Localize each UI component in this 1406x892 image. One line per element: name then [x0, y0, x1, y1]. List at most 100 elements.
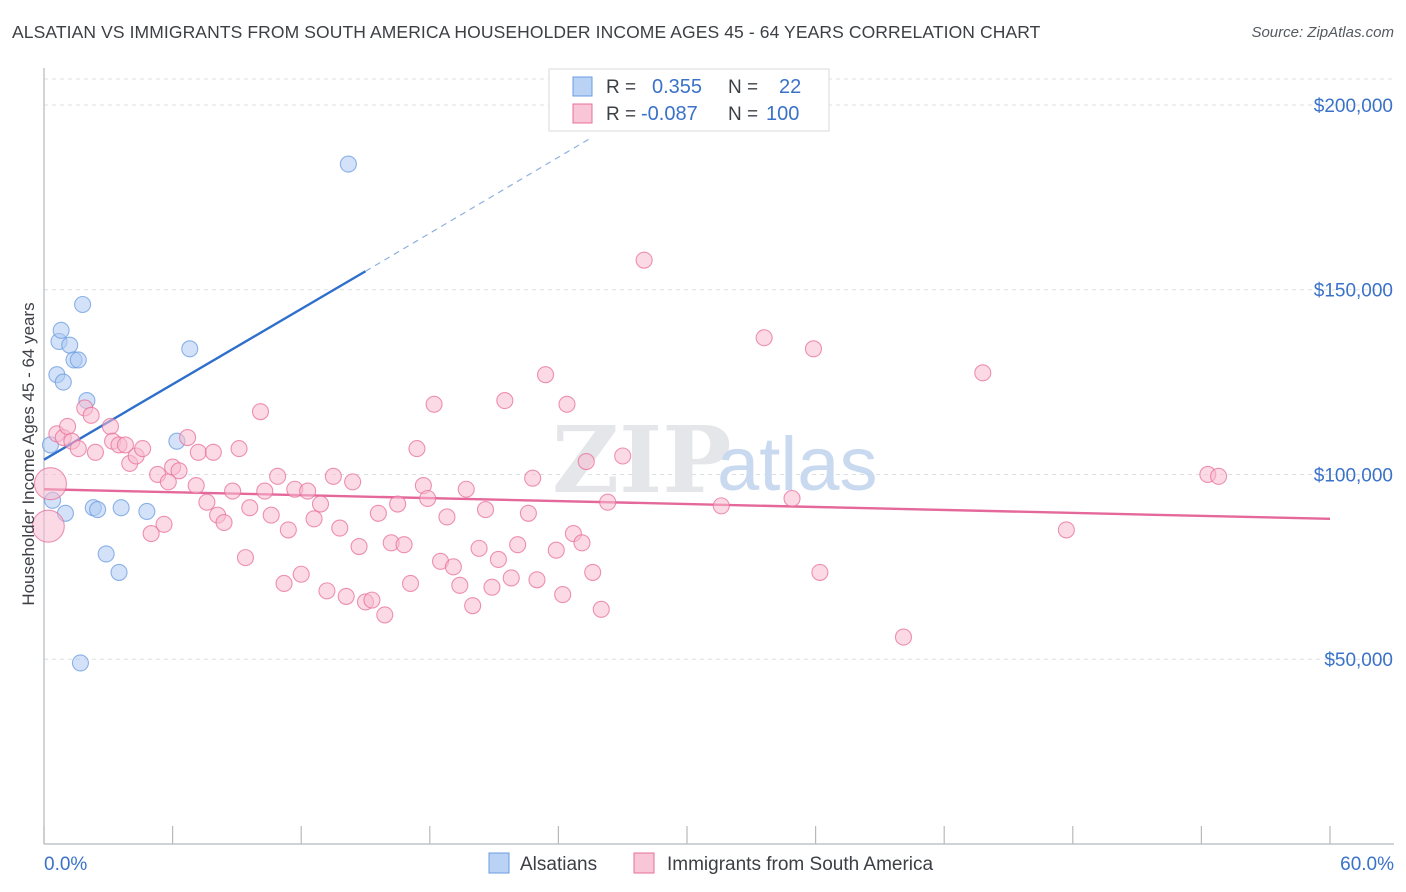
immigrants-point	[134, 440, 152, 458]
immigrants-point	[592, 600, 610, 618]
y-tick-label: $50,000	[1324, 650, 1393, 671]
immigrants-point	[451, 576, 469, 594]
immigrants-point	[376, 606, 394, 624]
immigrants-point	[1209, 467, 1228, 485]
immigrants-point	[324, 467, 342, 485]
immigrants-point	[804, 340, 823, 358]
immigrants-point	[241, 499, 259, 517]
series-legend-swatch-immigrants	[633, 852, 655, 874]
immigrants-point	[476, 501, 495, 519]
immigrants-point	[444, 558, 462, 576]
alsatians-point	[339, 155, 357, 173]
immigrants-point	[275, 574, 293, 593]
alsatians-point	[89, 501, 107, 519]
immigrants-point	[31, 509, 65, 543]
alsatians-point	[71, 654, 89, 672]
immigrants-point	[547, 541, 565, 559]
immigrants-point	[292, 565, 310, 583]
alsatians-point	[138, 502, 156, 520]
immigrants-point	[86, 443, 104, 461]
alsatians-point	[97, 545, 115, 563]
legend-n-label-0: N =	[728, 77, 758, 98]
series-legend: Alsatians Immigrants from South America	[488, 852, 934, 875]
immigrants-point	[425, 395, 443, 413]
immigrants-point	[536, 366, 555, 384]
correlation-legend: R = 0.355 N = 22 R = -0.087 N = 100	[548, 68, 830, 132]
immigrants-point	[712, 497, 730, 515]
legend-r-value-1: -0.087	[641, 103, 698, 125]
immigrants-point	[204, 443, 222, 461]
series-legend-label-alsatians: Alsatians	[520, 854, 597, 875]
alsatians-point	[181, 340, 199, 358]
immigrants-point	[279, 521, 297, 539]
alsatians-point	[69, 351, 87, 369]
immigrants-point	[318, 582, 336, 600]
immigrants-point	[337, 587, 355, 605]
immigrants-point	[269, 467, 287, 485]
immigrants-point	[59, 417, 77, 435]
immigrants-point	[509, 536, 527, 554]
series-legend-label-immigrants: Immigrants from South America	[667, 854, 934, 875]
legend-swatch-alsatians	[572, 76, 593, 97]
immigrants-point	[179, 428, 197, 447]
immigrants-point	[230, 440, 248, 458]
immigrants-point	[457, 480, 475, 498]
immigrants-point	[528, 571, 546, 589]
immigrants-point	[558, 395, 576, 413]
immigrants-point	[187, 477, 205, 495]
immigrants-point	[224, 482, 242, 500]
immigrants-point	[584, 563, 602, 581]
immigrants-point	[331, 519, 349, 537]
immigrants-point	[82, 406, 100, 424]
immigrants-point	[1057, 521, 1075, 539]
legend-box	[548, 68, 830, 132]
immigrants-point	[483, 578, 501, 596]
immigrants-point	[256, 482, 274, 500]
immigrants-point	[363, 591, 381, 609]
immigrants-point	[614, 447, 632, 465]
tick-labels: $50,000 $100,000 $150,000 $200,000 0.0% 60.0%	[44, 96, 1394, 875]
immigrants-point	[350, 537, 368, 556]
immigrants-point	[464, 597, 482, 615]
immigrants-point	[496, 392, 514, 410]
immigrants-point	[502, 569, 520, 587]
immigrants-point	[573, 534, 591, 552]
immigrants-point	[811, 563, 829, 581]
immigrants-point	[470, 539, 488, 557]
immigrants-point	[262, 506, 280, 524]
immigrants-point	[236, 549, 255, 567]
immigrants-point	[524, 469, 542, 487]
axes-layer	[43, 68, 1394, 845]
alsatians-point	[52, 321, 70, 339]
legend-n-value-1: 100	[766, 103, 799, 125]
alsatians-trend-extension	[365, 137, 591, 272]
y-tick-label: $100,000	[1314, 465, 1393, 486]
immigrants-point	[170, 462, 188, 480]
immigrants-point	[554, 586, 572, 604]
immigrants-point	[344, 473, 362, 491]
immigrants-point	[69, 440, 87, 458]
points-layer	[31, 155, 1228, 672]
immigrants-point	[198, 493, 216, 511]
immigrants-point	[101, 417, 119, 435]
immigrants-point	[408, 440, 426, 458]
legend-swatch-immigrants	[572, 103, 593, 124]
legend-r-value-0: 0.355	[652, 76, 702, 98]
immigrants-point	[635, 251, 653, 269]
y-tick-label: $200,000	[1314, 96, 1393, 117]
alsatians-point	[112, 499, 130, 517]
immigrants-point	[395, 536, 413, 554]
immigrants-point	[251, 403, 270, 421]
watermark: ZIP atlas	[552, 406, 878, 514]
y-tick-label: $150,000	[1314, 281, 1393, 302]
immigrants-point	[116, 436, 134, 454]
immigrants-point	[305, 510, 323, 528]
alsatians-point	[61, 336, 79, 354]
immigrants-point	[299, 482, 317, 500]
immigrants-point	[755, 329, 773, 347]
immigrants-point	[438, 508, 456, 526]
immigrants-point	[189, 443, 207, 461]
immigrants-point	[519, 504, 537, 522]
y-axis-label: Householder Income Ages 45 - 64 years	[19, 302, 38, 605]
